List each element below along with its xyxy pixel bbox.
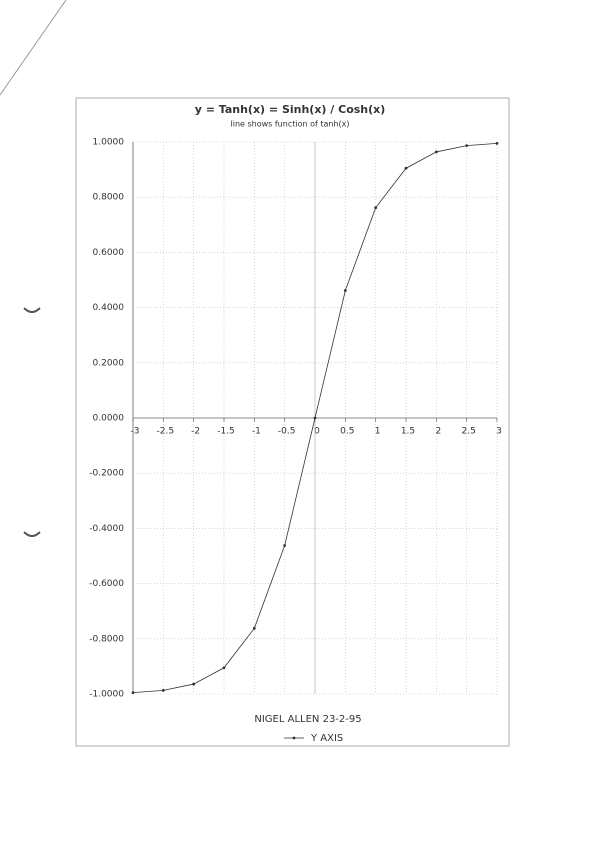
x-tick-label: 2 xyxy=(435,427,441,437)
y-tick-label: 0.6000 xyxy=(93,248,125,258)
legend-marker xyxy=(292,736,296,740)
data-point xyxy=(192,682,196,686)
data-point xyxy=(313,416,317,420)
data-point xyxy=(465,144,469,147)
data-point xyxy=(222,666,226,670)
chart-subtitle: line shows function of tanh(x) xyxy=(231,120,350,129)
fold-edge xyxy=(0,0,67,96)
punch-hole xyxy=(23,531,41,537)
x-tick-label: -2.5 xyxy=(157,427,175,437)
data-point xyxy=(131,691,135,695)
data-point xyxy=(495,141,499,145)
punch-hole xyxy=(23,307,41,313)
note: NIGEL ALLEN 23-2-95 xyxy=(254,714,361,725)
y-tick-label: -0.4000 xyxy=(89,524,124,534)
x-tick-label: -1.5 xyxy=(217,427,235,437)
data-point xyxy=(374,206,378,210)
x-tick-label: 0 xyxy=(314,427,320,437)
data-point xyxy=(343,289,347,292)
y-tick-label: 0.8000 xyxy=(93,193,125,203)
y-tick-label: 0.4000 xyxy=(93,303,125,313)
x-tick-label: 1 xyxy=(375,427,381,437)
legend-label: Y AXIS xyxy=(310,733,343,744)
y-tick-label: -0.2000 xyxy=(89,469,124,479)
y-tick-label: 0.0000 xyxy=(93,414,125,424)
y-tick-label: 0.2000 xyxy=(93,358,125,368)
data-point xyxy=(404,166,408,170)
y-tick-label: 1.0000 xyxy=(93,138,125,148)
chart-frame xyxy=(75,97,510,747)
data-point xyxy=(434,150,438,154)
x-tick-label: 2.5 xyxy=(462,427,476,437)
x-tick-label: 3 xyxy=(496,427,502,437)
data-point xyxy=(252,626,256,630)
x-tick-label: -3 xyxy=(131,427,140,437)
x-tick-label: 0.5 xyxy=(340,427,354,437)
y-tick-label: -1.0000 xyxy=(89,690,124,700)
x-tick-label: -0.5 xyxy=(278,427,296,437)
y-tick-label: -0.6000 xyxy=(89,579,124,589)
data-point xyxy=(161,689,165,692)
data-point xyxy=(283,544,287,547)
chart-title: y = Tanh(x) = Sinh(x) / Cosh(x) xyxy=(195,103,386,116)
x-tick-label: -2 xyxy=(191,427,200,437)
x-tick-label: 1.5 xyxy=(401,427,415,437)
y-tick-label: -0.8000 xyxy=(89,634,124,644)
x-tick-label: -1 xyxy=(252,427,261,437)
